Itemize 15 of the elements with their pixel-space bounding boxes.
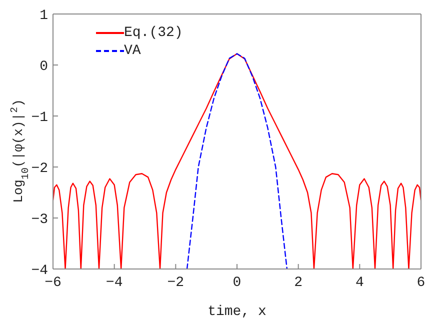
y-tick-label: 1 bbox=[40, 8, 48, 24]
x-axis-title: time, x bbox=[208, 304, 266, 320]
legend-label: VA bbox=[124, 42, 141, 60]
x-tick-label: −2 bbox=[167, 274, 184, 291]
x-tick-label: 2 bbox=[294, 274, 303, 291]
legend-label: Eq.(32) bbox=[124, 24, 183, 42]
y-tick-label: 0 bbox=[40, 58, 48, 75]
x-tick-label: 0 bbox=[232, 274, 242, 291]
y-tick-label: −2 bbox=[31, 160, 48, 177]
y-tick-label: −3 bbox=[31, 212, 48, 228]
x-tick-label: −4 bbox=[106, 274, 123, 291]
x-tick-label: 6 bbox=[416, 274, 426, 291]
y-tick-label: −1 bbox=[31, 110, 48, 126]
line-series bbox=[186, 53, 288, 269]
x-tick-label: 4 bbox=[355, 274, 364, 291]
